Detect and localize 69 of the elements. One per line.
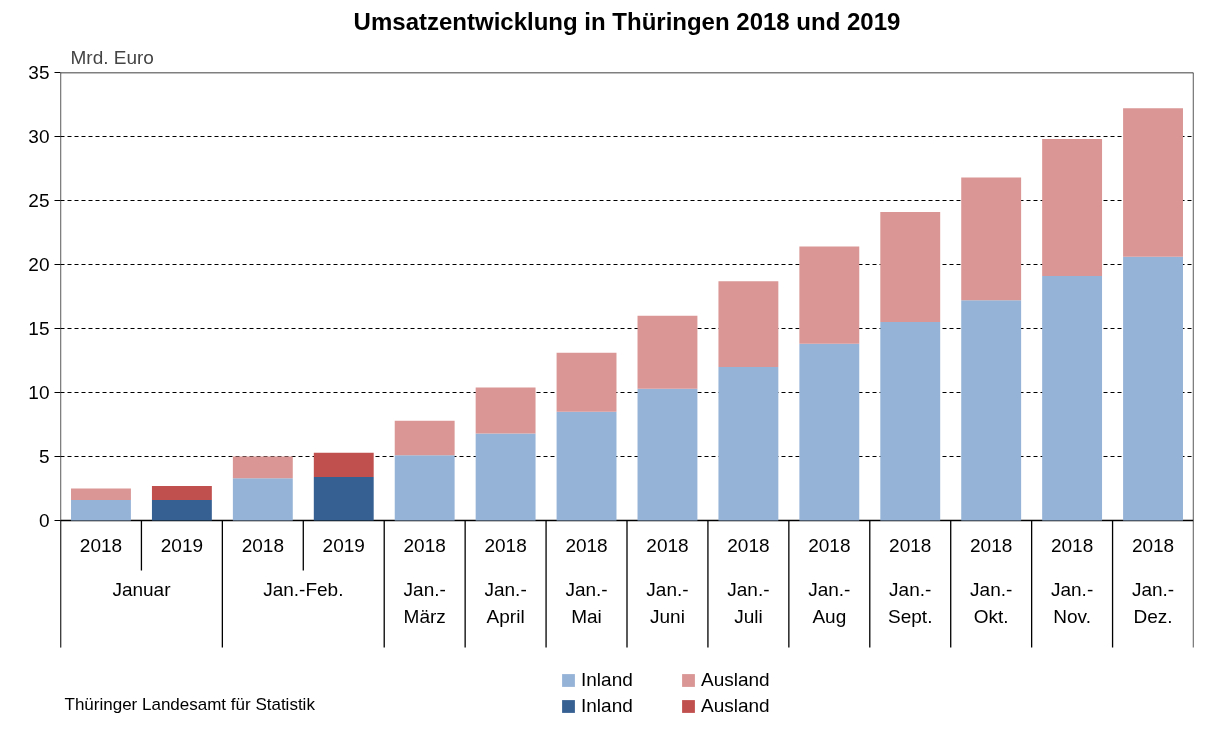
bar: [718, 281, 779, 367]
y-tick-label: 20: [28, 254, 50, 275]
text: Jan.-Sept.: [888, 578, 933, 627]
bar: [961, 177, 1022, 301]
text: Jan.-Feb.: [263, 578, 344, 600]
x-tick-label: 2018: [889, 535, 932, 556]
text: Jan.-April: [484, 578, 527, 627]
bar: [1123, 108, 1183, 257]
y-tick-label: 30: [28, 126, 50, 147]
text: Thüringer Landesamt für Statistik: [64, 694, 316, 714]
y-tick-label: 0: [38, 510, 50, 531]
x-tick-label: 2018: [403, 535, 446, 556]
bar: [718, 366, 779, 521]
y-axis-title: Mrd. Euro: [70, 46, 154, 68]
bar: [151, 485, 212, 501]
bar: [475, 433, 536, 521]
legend-label: Ausland: [701, 669, 771, 691]
text: Jan.-Aug: [808, 578, 851, 627]
x-tick-label: 2018: [241, 535, 284, 556]
x-tick-label: 2018: [808, 535, 851, 556]
legend-label: Ausland: [701, 695, 771, 717]
bar: [556, 352, 617, 412]
x-tick-label: 2018: [484, 535, 527, 556]
y-tick-label: 5: [38, 446, 50, 467]
legend-label: Inland: [581, 695, 634, 717]
bar: [1123, 256, 1183, 521]
x-tick-label: 2018: [970, 535, 1013, 556]
bar: [799, 246, 860, 344]
text: Jan.-Mai: [565, 578, 608, 627]
text: Jan.-Juni: [646, 578, 689, 627]
y-tick-label: 35: [28, 62, 50, 83]
bar: [961, 300, 1022, 521]
y-tick-label: 25: [28, 190, 50, 211]
x-tick-label: 2018: [1050, 535, 1094, 556]
bar: [232, 456, 293, 479]
x-tick-label: 2018: [646, 535, 689, 556]
x-tick-label: 2018: [1131, 535, 1175, 556]
x-tick-label: 2018: [727, 535, 770, 556]
bar: [556, 411, 617, 521]
bar: [1042, 276, 1103, 521]
bar: [71, 488, 131, 501]
x-tick-label: 2019: [322, 535, 365, 556]
text: Jan.-Juli: [727, 578, 770, 627]
bar: [394, 455, 455, 521]
text: Jan.-Dez.: [1131, 578, 1175, 627]
bar: [313, 452, 374, 477]
chart-title: Umsatzentwicklung in Thüringen 2018 und 2019: [353, 7, 901, 35]
bar: [475, 387, 536, 434]
x-tick-label: 2018: [565, 535, 608, 556]
bar: [151, 500, 212, 521]
bar: [880, 212, 941, 323]
x-tick-label: 2018: [79, 535, 123, 556]
bar: [313, 476, 374, 521]
legend-label: Inland: [581, 669, 634, 691]
x-tick-label: 2019: [160, 535, 204, 556]
bar: [880, 322, 941, 521]
bar: [394, 420, 455, 456]
text: Jan.-Nov.: [1050, 578, 1094, 627]
text: Jan.-März: [403, 578, 446, 627]
bar: [71, 500, 131, 521]
text: Jan.-Okt.: [970, 578, 1013, 627]
text: Januar: [112, 578, 172, 600]
bar: [1042, 139, 1103, 277]
bar: [637, 388, 698, 521]
bar: [799, 343, 860, 521]
y-tick-label: 15: [28, 318, 50, 339]
y-tick-label: 10: [28, 382, 50, 403]
bar: [232, 478, 293, 521]
bar: [637, 315, 698, 389]
